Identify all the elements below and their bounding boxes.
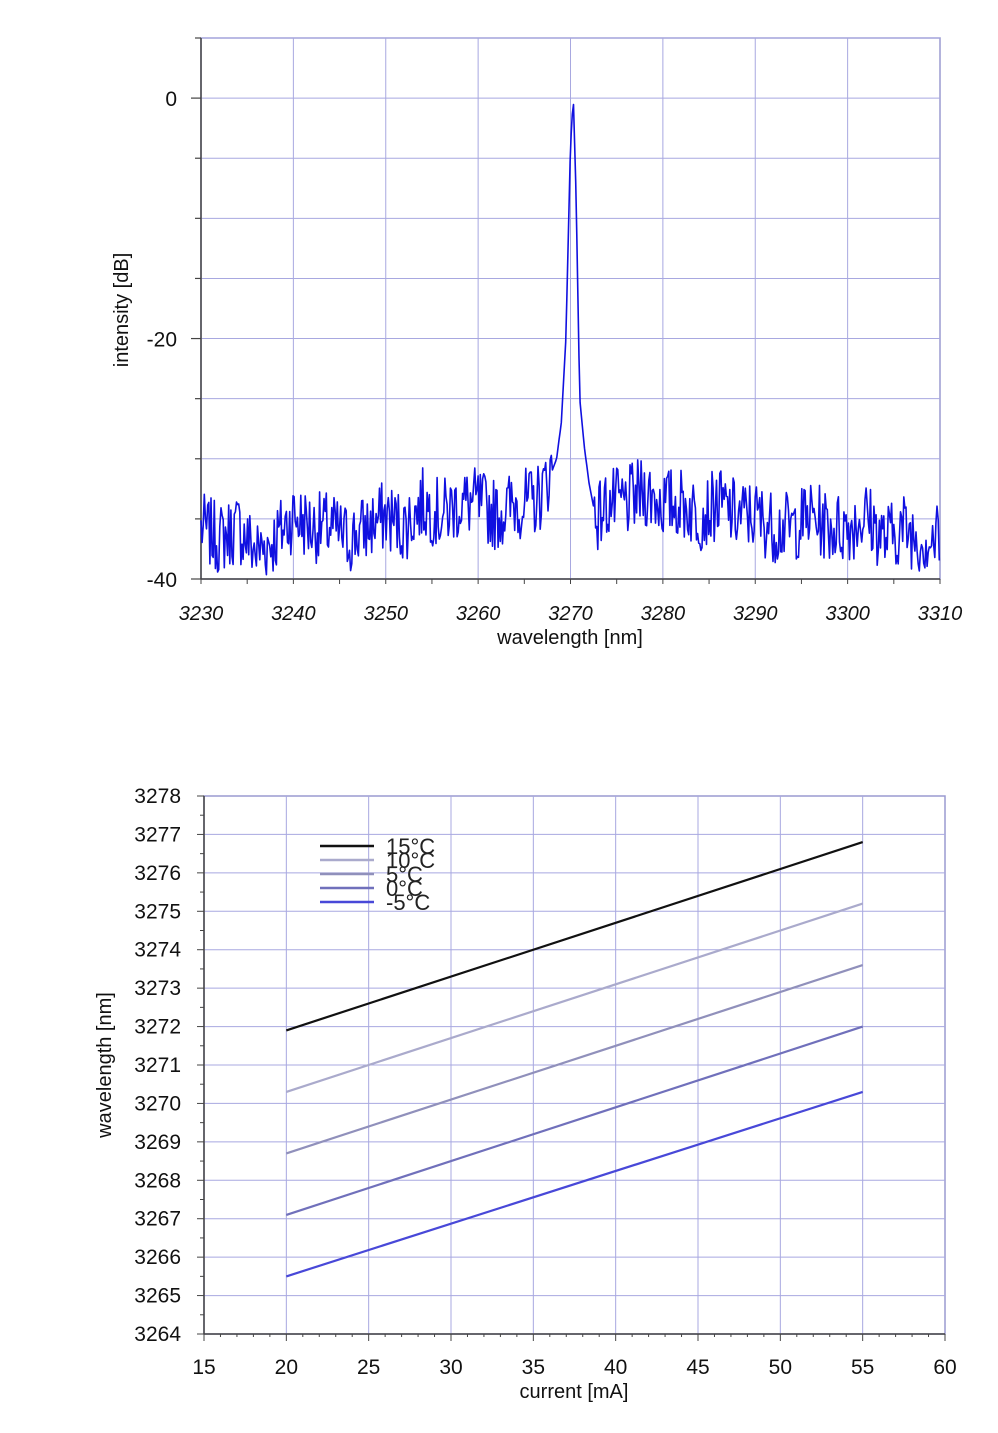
y-tick-label: 3264 [134,1323,181,1346]
x-tick-label: 3250 [364,603,409,625]
y-tick-label: 3270 [134,1092,181,1115]
x-tick-label: 20 [275,1356,298,1379]
spectrum-grid [201,37,940,579]
x-tick-label: 25 [357,1356,380,1379]
tuning-grid [204,796,945,1334]
spectrum-line [200,103,941,576]
y-tick-label: 3277 [134,823,181,846]
x-tick-label: 3290 [733,603,778,625]
y-tick-label: 3268 [134,1169,181,1192]
y-tick-label: 3272 [134,1016,181,1039]
series-line-3 [285,1025,864,1216]
tuning-axes [197,795,946,1341]
x-tick-label: 45 [686,1356,709,1379]
x-tick-label: 40 [604,1356,627,1379]
y-tick-label: 3275 [134,900,181,923]
x-tick-label: 30 [439,1356,462,1379]
y-tick-label: 3276 [134,862,181,885]
y-tick-label: 3273 [134,977,181,1000]
spectrum-y-ticks: 0 -20 -40 [147,88,177,592]
y-tick-label: -20 [147,329,177,352]
y-tick-label: 3278 [134,785,181,808]
tuning-series [285,841,864,1278]
x-tick-label: 3280 [641,603,686,625]
spectrum-x-ticks: 3230 3240 3250 3260 3270 3280 3290 3300 3310 [179,603,963,625]
x-tick-label: 50 [769,1356,792,1379]
x-tick-label: 3230 [179,603,224,625]
y-tick-label: 3269 [134,1131,181,1154]
x-tick-label: 3240 [271,603,316,625]
x-tick-label: 35 [522,1356,545,1379]
y-tick-label: 0 [165,88,177,111]
x-tick-label: 3310 [918,603,963,625]
x-tick-label: 3260 [456,603,501,625]
x-tick-label: 3300 [825,603,870,625]
legend-label: 15°C [386,834,435,859]
tuning-x-ticks: 15 20 25 30 35 40 45 50 55 60 [192,1356,956,1379]
x-tick-label: 15 [192,1356,215,1379]
spectrum-y-axis-label: intensity [dB] [111,253,133,368]
series-line-0 [285,841,864,1032]
y-tick-label: 3271 [134,1054,181,1077]
spectrum-x-axis-label: wavelength [nm] [496,627,643,649]
series-line-4 [285,1090,864,1278]
legend-label: 5°C [386,862,423,887]
spectrum-series [200,103,941,576]
y-tick-label: 3266 [134,1246,181,1269]
tuning-y-axis-label: wavelength [nm] [94,992,116,1139]
series-line-1 [285,902,864,1093]
y-tick-label: 3265 [134,1285,181,1308]
tuning-x-axis-label: current [mA] [520,1381,629,1403]
y-tick-label: 3274 [134,939,181,962]
x-tick-label: 60 [933,1356,956,1379]
tuning-y-ticks: 3264 3265 3266 3267 3268 3269 3270 3271 3272 3273… [134,785,181,1346]
legend-label: 10°C [386,848,435,873]
y-tick-label: 3267 [134,1208,181,1231]
legend-label: -5°C [386,890,430,915]
x-tick-label: 55 [851,1356,874,1379]
spectrum-chart: 3230 3240 3250 3260 3270 3280 3290 3300 3310 0 -2… [111,37,963,649]
tuning-legend: 15°C10°C5°C0°C-5°C [320,834,435,915]
spectrum-axes [191,37,941,584]
x-tick-label: 3270 [548,603,593,625]
tuning-chart: 15 20 25 30 35 40 45 50 55 60 3264326532663267326… [94,785,957,1403]
legend-label: 0°C [386,876,423,901]
y-tick-label: -40 [147,569,177,592]
series-line-2 [285,964,864,1155]
